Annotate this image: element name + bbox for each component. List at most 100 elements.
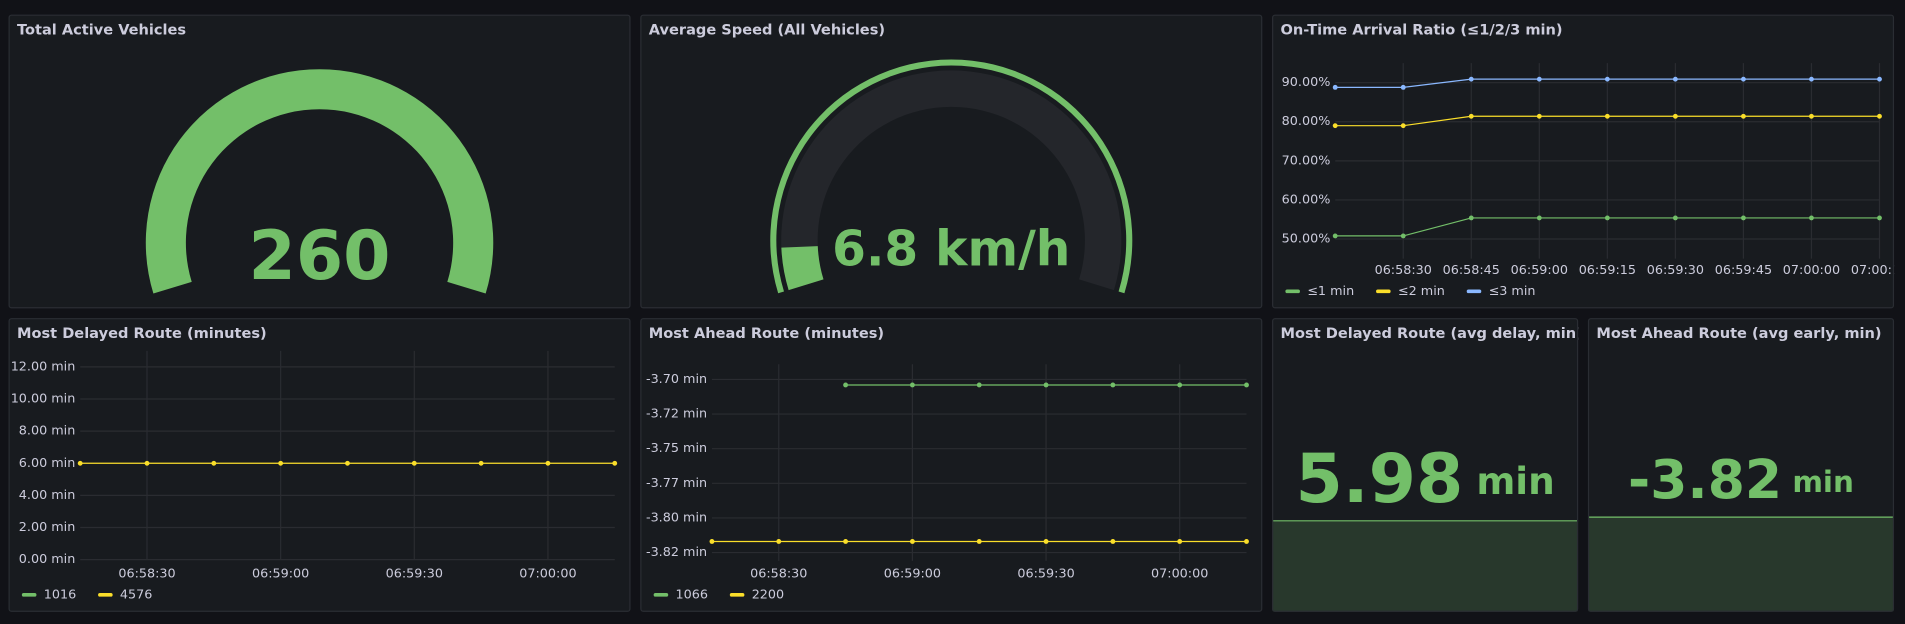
data-point	[909, 539, 915, 544]
panel-title: Most Ahead Route (avg early, min)	[1596, 325, 1881, 342]
gauge-value: 6.8 km/h	[832, 222, 1070, 278]
y-tick-label: 80.00%	[1282, 114, 1331, 129]
panel: Most Ahead Route (minutes) -3.82 min -3.80…	[640, 318, 1263, 612]
data-point	[1536, 215, 1542, 221]
data-point	[1043, 382, 1049, 388]
data-point	[776, 539, 782, 544]
y-tick-label: 8.00 min	[19, 424, 76, 439]
data-point	[144, 460, 150, 466]
y-tick-label: 90.00%	[1282, 75, 1331, 90]
y-tick-label: -3.75 min	[646, 441, 707, 456]
x-tick-label: 07:00:00	[1151, 567, 1208, 582]
y-tick-label: 4.00 min	[19, 488, 76, 503]
panel: Most Delayed Route (minutes) 0.00 min 2.00…	[8, 318, 631, 612]
legend-swatch	[729, 593, 745, 597]
panel-background	[1272, 318, 1579, 612]
stat-number: 5.98	[1295, 440, 1463, 519]
panel-title: Total Active Vehicles	[17, 21, 186, 38]
panel-background	[8, 318, 631, 612]
data-point	[1809, 113, 1814, 119]
y-tick-label: -3.82 min	[646, 545, 707, 560]
y-tick-label: -3.72 min	[646, 407, 707, 422]
data-point	[1604, 113, 1610, 119]
data-point	[1672, 76, 1678, 82]
x-tick-label: 06:58:30	[750, 567, 807, 582]
panel: Total Active Vehicles 260	[8, 14, 631, 309]
gauge-fill	[781, 246, 824, 291]
y-tick-label: 50.00%	[1282, 232, 1331, 247]
panel-border	[1587, 318, 1895, 612]
data-point	[1177, 539, 1183, 544]
panel-border	[8, 318, 631, 612]
y-tick-label: 6.00 min	[19, 456, 76, 471]
panel-title: Most Delayed Route (minutes)	[17, 325, 267, 342]
data-point	[411, 460, 417, 466]
sparkline-area	[1272, 520, 1579, 612]
legend-swatch	[1285, 289, 1300, 294]
data-point	[1400, 233, 1406, 239]
x-tick-label: 06:58:45	[1443, 263, 1500, 278]
stat-unit: min	[1792, 465, 1854, 499]
legend-swatch	[21, 593, 37, 597]
data-point	[1536, 113, 1542, 119]
data-point	[1110, 539, 1116, 544]
data-point	[77, 460, 83, 466]
y-tick-label: 70.00%	[1282, 153, 1331, 168]
legend-label: ≤3 min	[1489, 284, 1536, 299]
data-point	[1468, 113, 1474, 119]
panel-border	[640, 14, 1263, 309]
y-tick-label: -3.77 min	[646, 476, 707, 491]
data-point	[1244, 539, 1249, 544]
data-point	[478, 460, 484, 466]
data-point	[709, 539, 715, 544]
data-point	[843, 382, 849, 388]
x-tick-label: 06:59:00	[1511, 263, 1568, 278]
x-tick-label: 07:00:00	[519, 567, 576, 582]
data-point	[1604, 76, 1610, 82]
data-point	[1536, 76, 1542, 82]
data-point	[1468, 215, 1474, 221]
legend-swatch	[1466, 289, 1482, 294]
panel-border	[8, 14, 631, 309]
data-point	[1672, 215, 1678, 221]
legend-label: 1066	[675, 587, 707, 602]
x-tick-label: 06:59:30	[1647, 263, 1704, 278]
data-point	[1877, 113, 1882, 119]
legend-label: ≤1 min	[1307, 284, 1354, 299]
data-point	[976, 539, 982, 544]
panel-title: Average Speed (All Vehicles)	[649, 21, 885, 38]
data-point	[1672, 113, 1678, 119]
panel-background	[1587, 318, 1895, 612]
panel-title: Most Delayed Route (avg delay, min)	[1281, 325, 1583, 342]
gauge-value: 260	[249, 216, 391, 295]
panel-title: On-Time Arrival Ratio (≤1/2/3 min)	[1281, 21, 1563, 38]
data-point	[1809, 76, 1814, 82]
data-point	[278, 460, 284, 466]
y-tick-label: -3.80 min	[646, 510, 707, 525]
data-point	[1332, 123, 1338, 129]
x-tick-label: 06:59:00	[252, 567, 309, 582]
data-point	[545, 460, 551, 466]
y-tick-label: 60.00%	[1282, 192, 1331, 207]
gauge-number: 260	[249, 216, 391, 295]
data-point	[1740, 76, 1746, 82]
data-point	[1400, 123, 1406, 129]
gauge-fill	[145, 69, 494, 294]
data-point	[211, 460, 217, 466]
stat-value: -3.82 min	[1628, 448, 1854, 511]
gauge-unit: km/h	[935, 222, 1070, 278]
panel-title: Most Ahead Route (minutes)	[649, 325, 884, 342]
y-tick-label: 2.00 min	[19, 520, 76, 535]
data-point	[1043, 539, 1049, 544]
x-tick-label: 06:59:30	[386, 567, 443, 582]
data-point	[612, 460, 618, 466]
data-point	[1877, 76, 1882, 82]
y-tick-label: 10.00 min	[11, 392, 76, 407]
y-tick-label: -3.70 min	[646, 372, 707, 387]
x-tick-label: 06:59:00	[884, 567, 941, 582]
panel: Average Speed (All Vehicles) 6.8 km/h	[640, 14, 1263, 309]
panel: Most Ahead Route (avg early, min) -3.82 m…	[1587, 318, 1895, 612]
stat-value: 5.98 min	[1295, 440, 1554, 519]
data-point	[1604, 215, 1610, 221]
